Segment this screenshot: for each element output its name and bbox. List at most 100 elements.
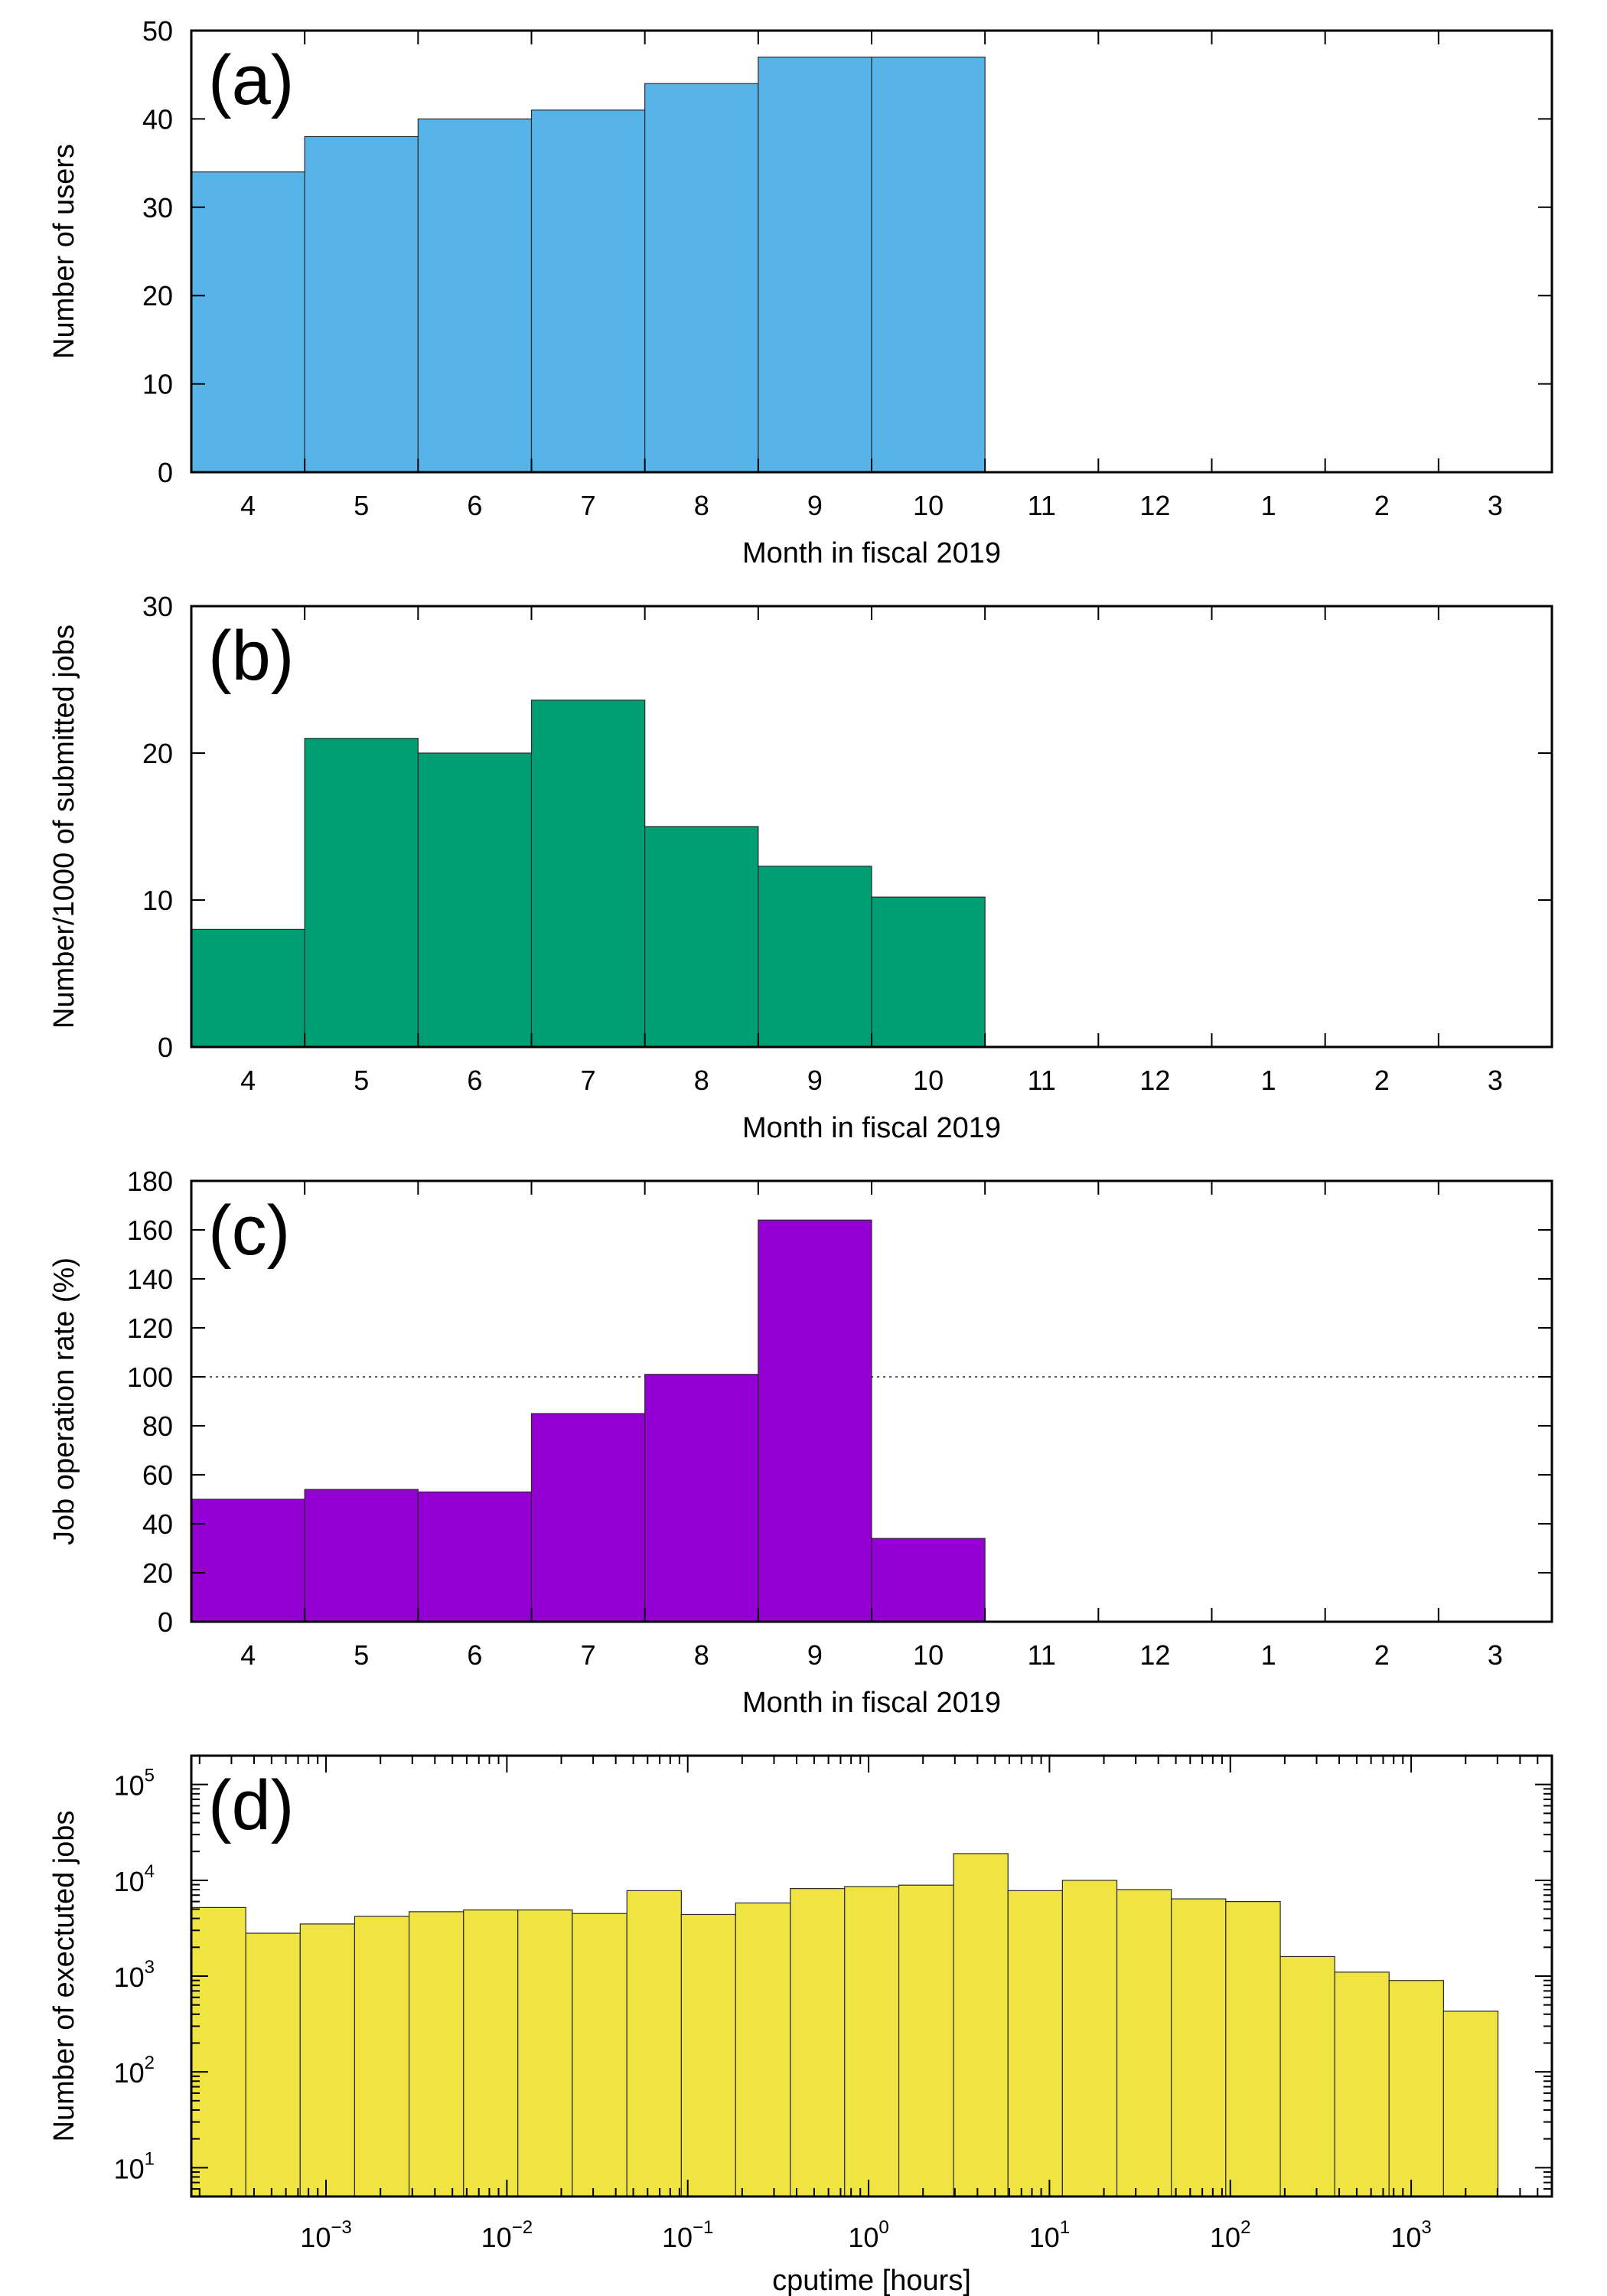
bar-10 (871, 896, 986, 1048)
x-tick-label: 10−1 (662, 2217, 713, 2253)
y-tick-label: 0 (158, 1606, 173, 1638)
x-tick-label: 8 (694, 1639, 709, 1671)
bar-6 (517, 1910, 573, 2197)
x-tick-label: 12 (1139, 1639, 1170, 1671)
bar-5 (304, 738, 419, 1048)
bar-2 (299, 1923, 356, 2197)
panel-label: (d) (208, 1766, 294, 1844)
x-tick-label: 103 (1390, 2217, 1431, 2253)
bar-12 (844, 1886, 900, 2197)
y-tick-label: 20 (142, 280, 173, 311)
x-tick-label: 2 (1374, 490, 1390, 521)
bar-9 (680, 1913, 736, 2197)
bar-5 (463, 1910, 519, 2197)
y-tick-label: 20 (142, 1557, 173, 1589)
x-tick-label: 5 (354, 490, 369, 521)
x-tick-label: 10 (913, 1065, 944, 1096)
x-tick-label: 7 (581, 1065, 596, 1096)
x-tick-label: 2 (1374, 1065, 1390, 1096)
x-tick-label: 5 (354, 1065, 369, 1096)
y-tick-label: 60 (142, 1459, 173, 1491)
bar-9 (758, 57, 872, 473)
bar-7 (530, 109, 646, 473)
x-tick-label: 6 (467, 1639, 482, 1671)
bar-17 (1116, 1889, 1172, 2197)
x-tick-label: 9 (807, 1639, 823, 1671)
bar-8 (644, 1374, 759, 1623)
x-tick-label: 8 (694, 490, 709, 521)
x-tick-label: 9 (807, 490, 823, 521)
bar-4 (191, 171, 305, 473)
x-tick-label: 1 (1261, 490, 1276, 521)
y-tick-label: 104 (114, 1861, 155, 1897)
x-tick-label: 12 (1139, 490, 1170, 521)
x-tick-label: 3 (1488, 1639, 1503, 1671)
bar-8 (644, 826, 759, 1048)
x-axis-title: Month in fiscal 2019 (742, 1687, 1001, 1719)
bar-10 (871, 57, 986, 473)
x-tick-label: 1 (1261, 1065, 1276, 1096)
bar-8 (644, 83, 759, 473)
x-tick-label: 4 (240, 1065, 256, 1096)
y-axis-title: Job operation rate (%) (48, 1257, 80, 1545)
y-tick-label: 30 (142, 591, 173, 622)
bar-23 (1442, 2011, 1499, 2197)
x-tick-label: 1 (1261, 1639, 1276, 1671)
y-tick-label: 20 (142, 738, 173, 769)
y-tick-label: 140 (127, 1264, 173, 1295)
bar-13 (898, 1884, 954, 2197)
y-axis-title: Number of exectuted jobs (48, 1810, 80, 2141)
bar-9 (758, 866, 872, 1048)
bar-7 (572, 1913, 627, 2197)
bar-1 (245, 1932, 301, 2197)
x-tick-label: 4 (240, 490, 256, 521)
bar-10 (871, 1538, 986, 1623)
bar-4 (191, 1499, 305, 1623)
x-tick-label: 11 (1028, 490, 1056, 521)
panel-label: (a) (208, 41, 294, 119)
bar-16 (1061, 1880, 1118, 2197)
bar-0 (191, 1906, 246, 2197)
bar-7 (530, 1413, 646, 1623)
y-tick-label: 160 (127, 1215, 173, 1246)
x-tick-label: 7 (581, 1639, 596, 1671)
x-tick-label: 9 (807, 1065, 823, 1096)
y-axis-title: Number/1000 of submitted jobs (48, 625, 80, 1029)
bar-21 (1334, 1971, 1390, 2197)
x-tick-label: 3 (1488, 490, 1503, 521)
y-tick-label: 0 (158, 457, 173, 488)
panel-label: (c) (208, 1192, 290, 1270)
bar-7 (530, 700, 646, 1048)
y-tick-label: 40 (142, 103, 173, 135)
bar-20 (1279, 1955, 1335, 2197)
bar-4 (408, 1911, 464, 2197)
y-tick-label: 30 (142, 192, 173, 223)
panel-label: (b) (208, 617, 294, 695)
x-axis-title: Month in fiscal 2019 (742, 537, 1001, 569)
panel-d: 10−3 10−2 10−1 100 101 102 103 101 102 103 104 105 c… (48, 1754, 1553, 2296)
x-tick-label: 2 (1374, 1639, 1390, 1671)
bar-10 (735, 1902, 791, 2197)
bar-14 (953, 1853, 1009, 2197)
x-tick-label: 11 (1028, 1639, 1056, 1671)
y-tick-label: 103 (114, 1957, 155, 1993)
bar-15 (1007, 1890, 1063, 2197)
y-tick-label: 0 (158, 1032, 173, 1063)
bar-6 (417, 118, 533, 473)
bar-5 (304, 135, 419, 473)
y-tick-label: 120 (127, 1313, 173, 1344)
x-tick-label: 3 (1488, 1065, 1503, 1096)
bar-18 (1171, 1898, 1227, 2197)
x-tick-label: 10 (913, 1639, 944, 1671)
bar-9 (758, 1219, 872, 1623)
y-tick-label: 40 (142, 1508, 173, 1540)
bar-11 (790, 1888, 846, 2197)
y-tick-label: 10 (142, 369, 173, 400)
x-tick-label: 6 (467, 1065, 482, 1096)
x-tick-label: 5 (354, 1639, 369, 1671)
x-tick-label: 10−3 (300, 2217, 351, 2253)
x-tick-label: 4 (240, 1639, 256, 1671)
bar-4 (191, 928, 305, 1048)
